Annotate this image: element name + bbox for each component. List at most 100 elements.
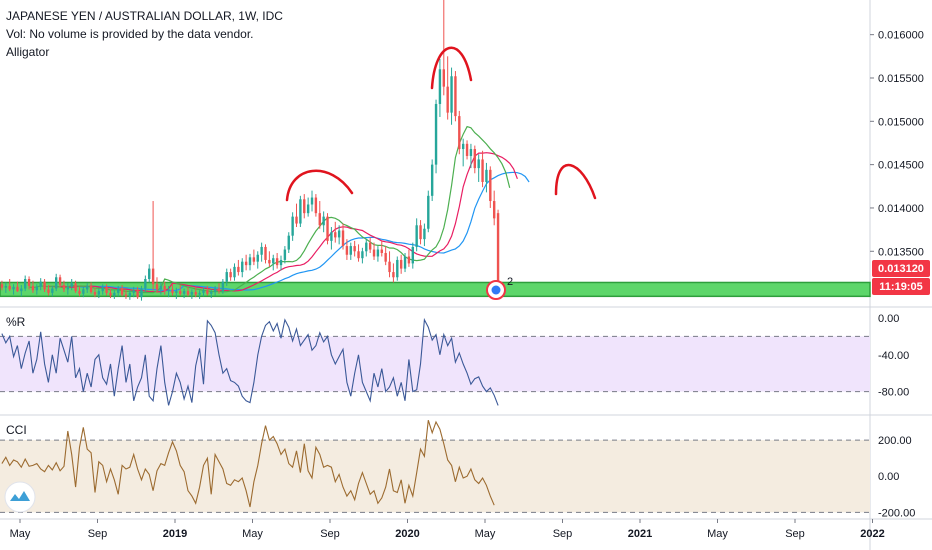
candle-body bbox=[322, 216, 325, 226]
candle-body bbox=[295, 216, 298, 224]
candle bbox=[217, 283, 221, 294]
candle bbox=[279, 255, 283, 271]
candle-body bbox=[151, 268, 155, 285]
candle bbox=[341, 223, 345, 250]
candle-body bbox=[361, 251, 364, 259]
candle bbox=[182, 288, 186, 299]
candle bbox=[4, 282, 8, 293]
williams-r-title[interactable]: %R bbox=[6, 315, 26, 329]
alligator-lips[interactable] bbox=[28, 125, 511, 294]
candle bbox=[151, 201, 155, 291]
candle-body bbox=[20, 288, 23, 292]
event-badge-dot bbox=[491, 285, 501, 295]
candle bbox=[264, 244, 267, 264]
logo-circle[interactable] bbox=[4, 481, 36, 513]
candle-body bbox=[365, 242, 368, 252]
candle-body bbox=[35, 286, 39, 291]
candle-body bbox=[47, 289, 50, 293]
candle-body bbox=[481, 159, 484, 182]
candle-body bbox=[43, 281, 46, 290]
price-tick-label: 0.014500 bbox=[878, 160, 924, 172]
cci-title[interactable]: CCI bbox=[6, 423, 27, 437]
tradingview-logo[interactable] bbox=[4, 481, 36, 513]
cci-tick-label: 200.00 bbox=[878, 435, 912, 447]
candle bbox=[295, 203, 298, 228]
candle bbox=[256, 251, 259, 269]
candle bbox=[55, 273, 58, 292]
candle-body bbox=[461, 143, 465, 150]
price-tick-label: 0.015500 bbox=[878, 73, 924, 85]
candle-body bbox=[252, 257, 256, 262]
drawing-arc[interactable] bbox=[554, 163, 597, 200]
candle bbox=[47, 285, 50, 296]
candle-body bbox=[237, 266, 240, 273]
time-tick-label: May bbox=[10, 528, 31, 540]
last-price-tag: 0.013120 11:19:05 bbox=[872, 260, 930, 295]
candle-body bbox=[221, 281, 225, 292]
candle bbox=[326, 213, 329, 245]
candle-body bbox=[318, 213, 321, 226]
cci-band bbox=[0, 440, 870, 513]
alligator-teeth[interactable] bbox=[48, 152, 518, 293]
candle bbox=[206, 285, 209, 296]
candle bbox=[438, 58, 442, 117]
candle-body bbox=[175, 291, 178, 293]
candle-body bbox=[82, 289, 85, 294]
candle bbox=[485, 162, 488, 193]
candle-body bbox=[450, 76, 453, 113]
candle bbox=[372, 242, 376, 260]
time-tick-label: May bbox=[242, 528, 263, 540]
candle bbox=[461, 138, 465, 167]
candle bbox=[194, 286, 197, 298]
time-tick-label: May bbox=[707, 528, 728, 540]
event-badge[interactable]: 2 bbox=[486, 276, 513, 300]
candle bbox=[163, 281, 166, 295]
candle-body bbox=[202, 290, 205, 293]
drawing-arc[interactable] bbox=[285, 169, 354, 202]
candle-body bbox=[74, 283, 77, 292]
candle-body bbox=[171, 289, 174, 293]
candle-body bbox=[55, 277, 58, 289]
candle bbox=[314, 194, 318, 217]
candle-body bbox=[163, 285, 166, 292]
candle-body bbox=[399, 259, 403, 269]
candle-body bbox=[206, 290, 209, 294]
candle bbox=[120, 285, 124, 297]
candle bbox=[248, 253, 252, 271]
candle bbox=[446, 56, 449, 120]
candle bbox=[322, 211, 325, 233]
candle bbox=[70, 279, 73, 291]
candle-body bbox=[384, 253, 387, 262]
candle bbox=[272, 254, 275, 271]
williams-r-line[interactable] bbox=[1, 317, 499, 406]
williams-r-tick-label: -80.00 bbox=[878, 387, 909, 399]
candle-body bbox=[58, 277, 62, 286]
candle-body bbox=[458, 116, 461, 150]
event-badge-count: 2 bbox=[507, 276, 513, 288]
candle-body bbox=[31, 285, 35, 291]
candle-body bbox=[39, 281, 42, 287]
candle-body bbox=[427, 195, 430, 229]
cci-line[interactable] bbox=[1, 420, 495, 508]
candle bbox=[229, 268, 232, 281]
candle-body bbox=[241, 261, 244, 273]
drawing-arc[interactable] bbox=[430, 46, 473, 90]
candle bbox=[16, 281, 19, 293]
candle-body bbox=[272, 258, 275, 264]
candle-body bbox=[415, 225, 418, 247]
candle bbox=[190, 289, 194, 299]
candle bbox=[202, 287, 205, 297]
candle bbox=[318, 201, 321, 229]
alligator-jaw[interactable] bbox=[79, 171, 530, 292]
candle bbox=[39, 278, 42, 291]
candle bbox=[23, 275, 27, 292]
candle-body bbox=[341, 230, 345, 247]
support-zone[interactable] bbox=[0, 281, 871, 298]
candle-body bbox=[213, 288, 217, 293]
candle-body bbox=[159, 285, 163, 290]
candle-body bbox=[70, 283, 73, 287]
candle bbox=[368, 237, 372, 254]
logo-mountain-icon bbox=[10, 491, 30, 501]
time-tick-label: 2020 bbox=[395, 528, 419, 540]
candle-body bbox=[210, 292, 213, 294]
